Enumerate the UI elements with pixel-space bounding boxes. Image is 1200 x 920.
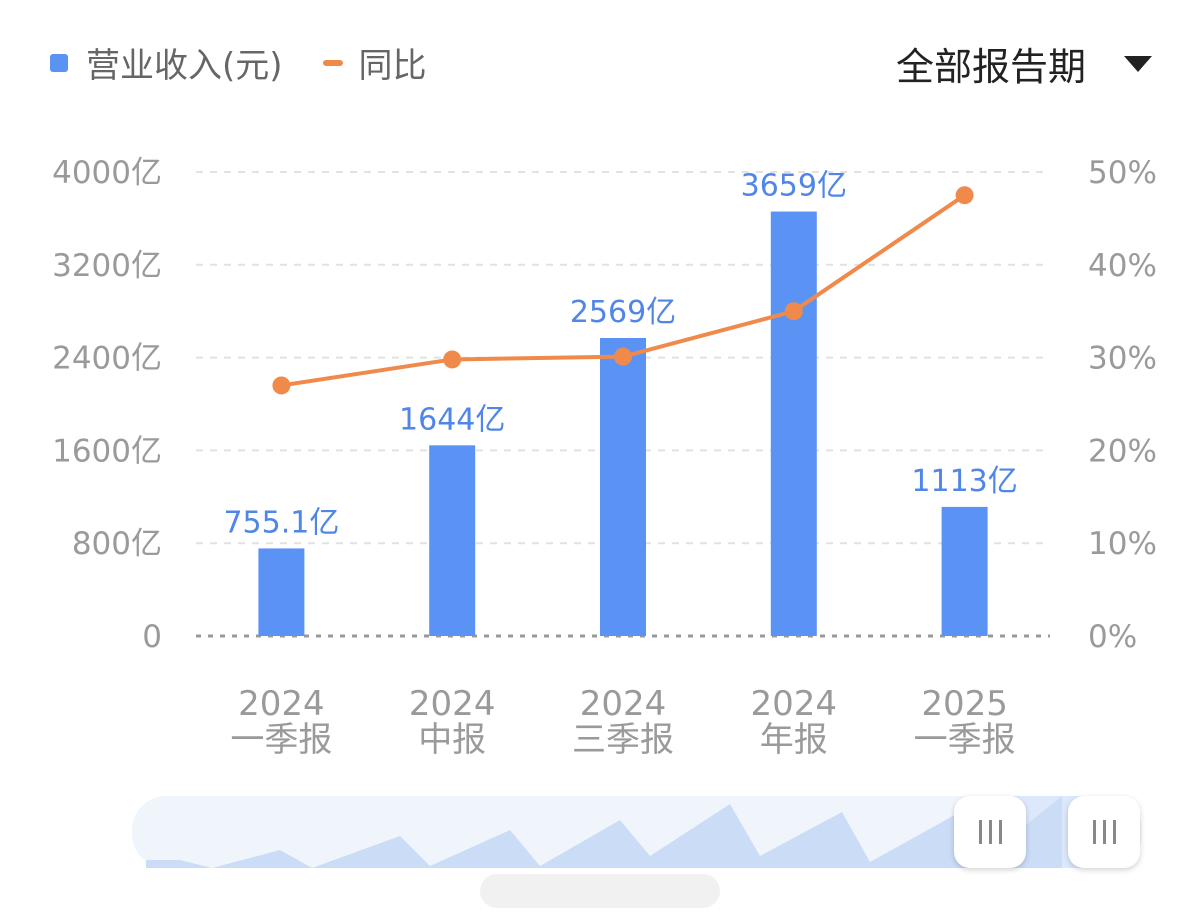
yoy-point <box>614 347 632 366</box>
x-tick-label-year: 2024 <box>580 684 667 724</box>
x-tick-label-year: 2024 <box>238 684 325 724</box>
y-left-tick-label: 800亿 <box>72 526 162 562</box>
legend-item-revenue[interactable]: 营业收入(元) <box>50 38 283 87</box>
caret-down-icon <box>1124 55 1152 72</box>
legend-item-yoy[interactable]: 同比 <box>322 38 427 87</box>
bar-data-label: 2569亿 <box>570 295 676 330</box>
legend-revenue-label: 营业收入(元) <box>86 46 283 86</box>
x-tick-label-period: 中报 <box>418 720 486 760</box>
y-right-tick-label: 30% <box>1088 341 1157 377</box>
y-left-tick-label: 0 <box>142 619 162 655</box>
y-left-tick-label: 4000亿 <box>52 155 162 191</box>
y-right-tick-label: 50% <box>1088 155 1157 191</box>
grip-icon <box>978 820 1002 844</box>
chart-legend: 营业收入(元) 同比 <box>50 38 467 87</box>
bar-data-label: 1113亿 <box>911 464 1017 499</box>
y-right-tick-label: 20% <box>1088 433 1157 469</box>
yoy-point <box>443 350 462 369</box>
y-right-tick-label: 40% <box>1088 248 1157 284</box>
bar-data-label: 3659亿 <box>741 169 847 204</box>
zoom-handle-right[interactable] <box>1068 796 1140 868</box>
y-right-tick-label: 0% <box>1088 619 1137 655</box>
x-tick-label-period: 年报 <box>760 720 828 760</box>
bar <box>258 548 305 636</box>
legend-line-swatch <box>322 59 343 66</box>
x-tick-label-period: 一季报 <box>230 720 332 760</box>
period-dropdown[interactable]: 全部报告期 <box>896 36 1152 91</box>
grip-icon <box>1092 820 1116 844</box>
bar <box>429 445 476 636</box>
legend-yoy-label: 同比 <box>358 46 427 86</box>
bar <box>600 337 646 636</box>
x-tick-label-year: 2025 <box>921 684 1008 724</box>
y-left-tick-label: 1600亿 <box>52 433 162 469</box>
y-right-tick-label: 10% <box>1088 526 1157 562</box>
bar-data-label: 755.1亿 <box>223 505 339 540</box>
y-left-tick-label: 2400亿 <box>52 341 162 377</box>
x-tick-label-period: 三季报 <box>572 720 674 760</box>
x-tick-label-period: 一季报 <box>914 720 1016 760</box>
yoy-point <box>272 376 291 395</box>
legend-bar-swatch <box>50 53 68 72</box>
bar <box>770 211 817 636</box>
bar-data-label: 1644亿 <box>399 402 505 437</box>
bar <box>941 506 988 636</box>
home-indicator <box>480 874 720 908</box>
navigator-sparkline <box>146 796 1062 868</box>
yoy-point <box>784 302 803 321</box>
period-dropdown-label: 全部报告期 <box>895 45 1086 89</box>
y-left-tick-label: 3200亿 <box>52 248 162 284</box>
x-tick-label-year: 2024 <box>409 684 496 724</box>
yoy-point <box>955 186 974 205</box>
x-tick-label-year: 2024 <box>751 684 838 724</box>
zoom-handle-left[interactable] <box>954 796 1026 868</box>
